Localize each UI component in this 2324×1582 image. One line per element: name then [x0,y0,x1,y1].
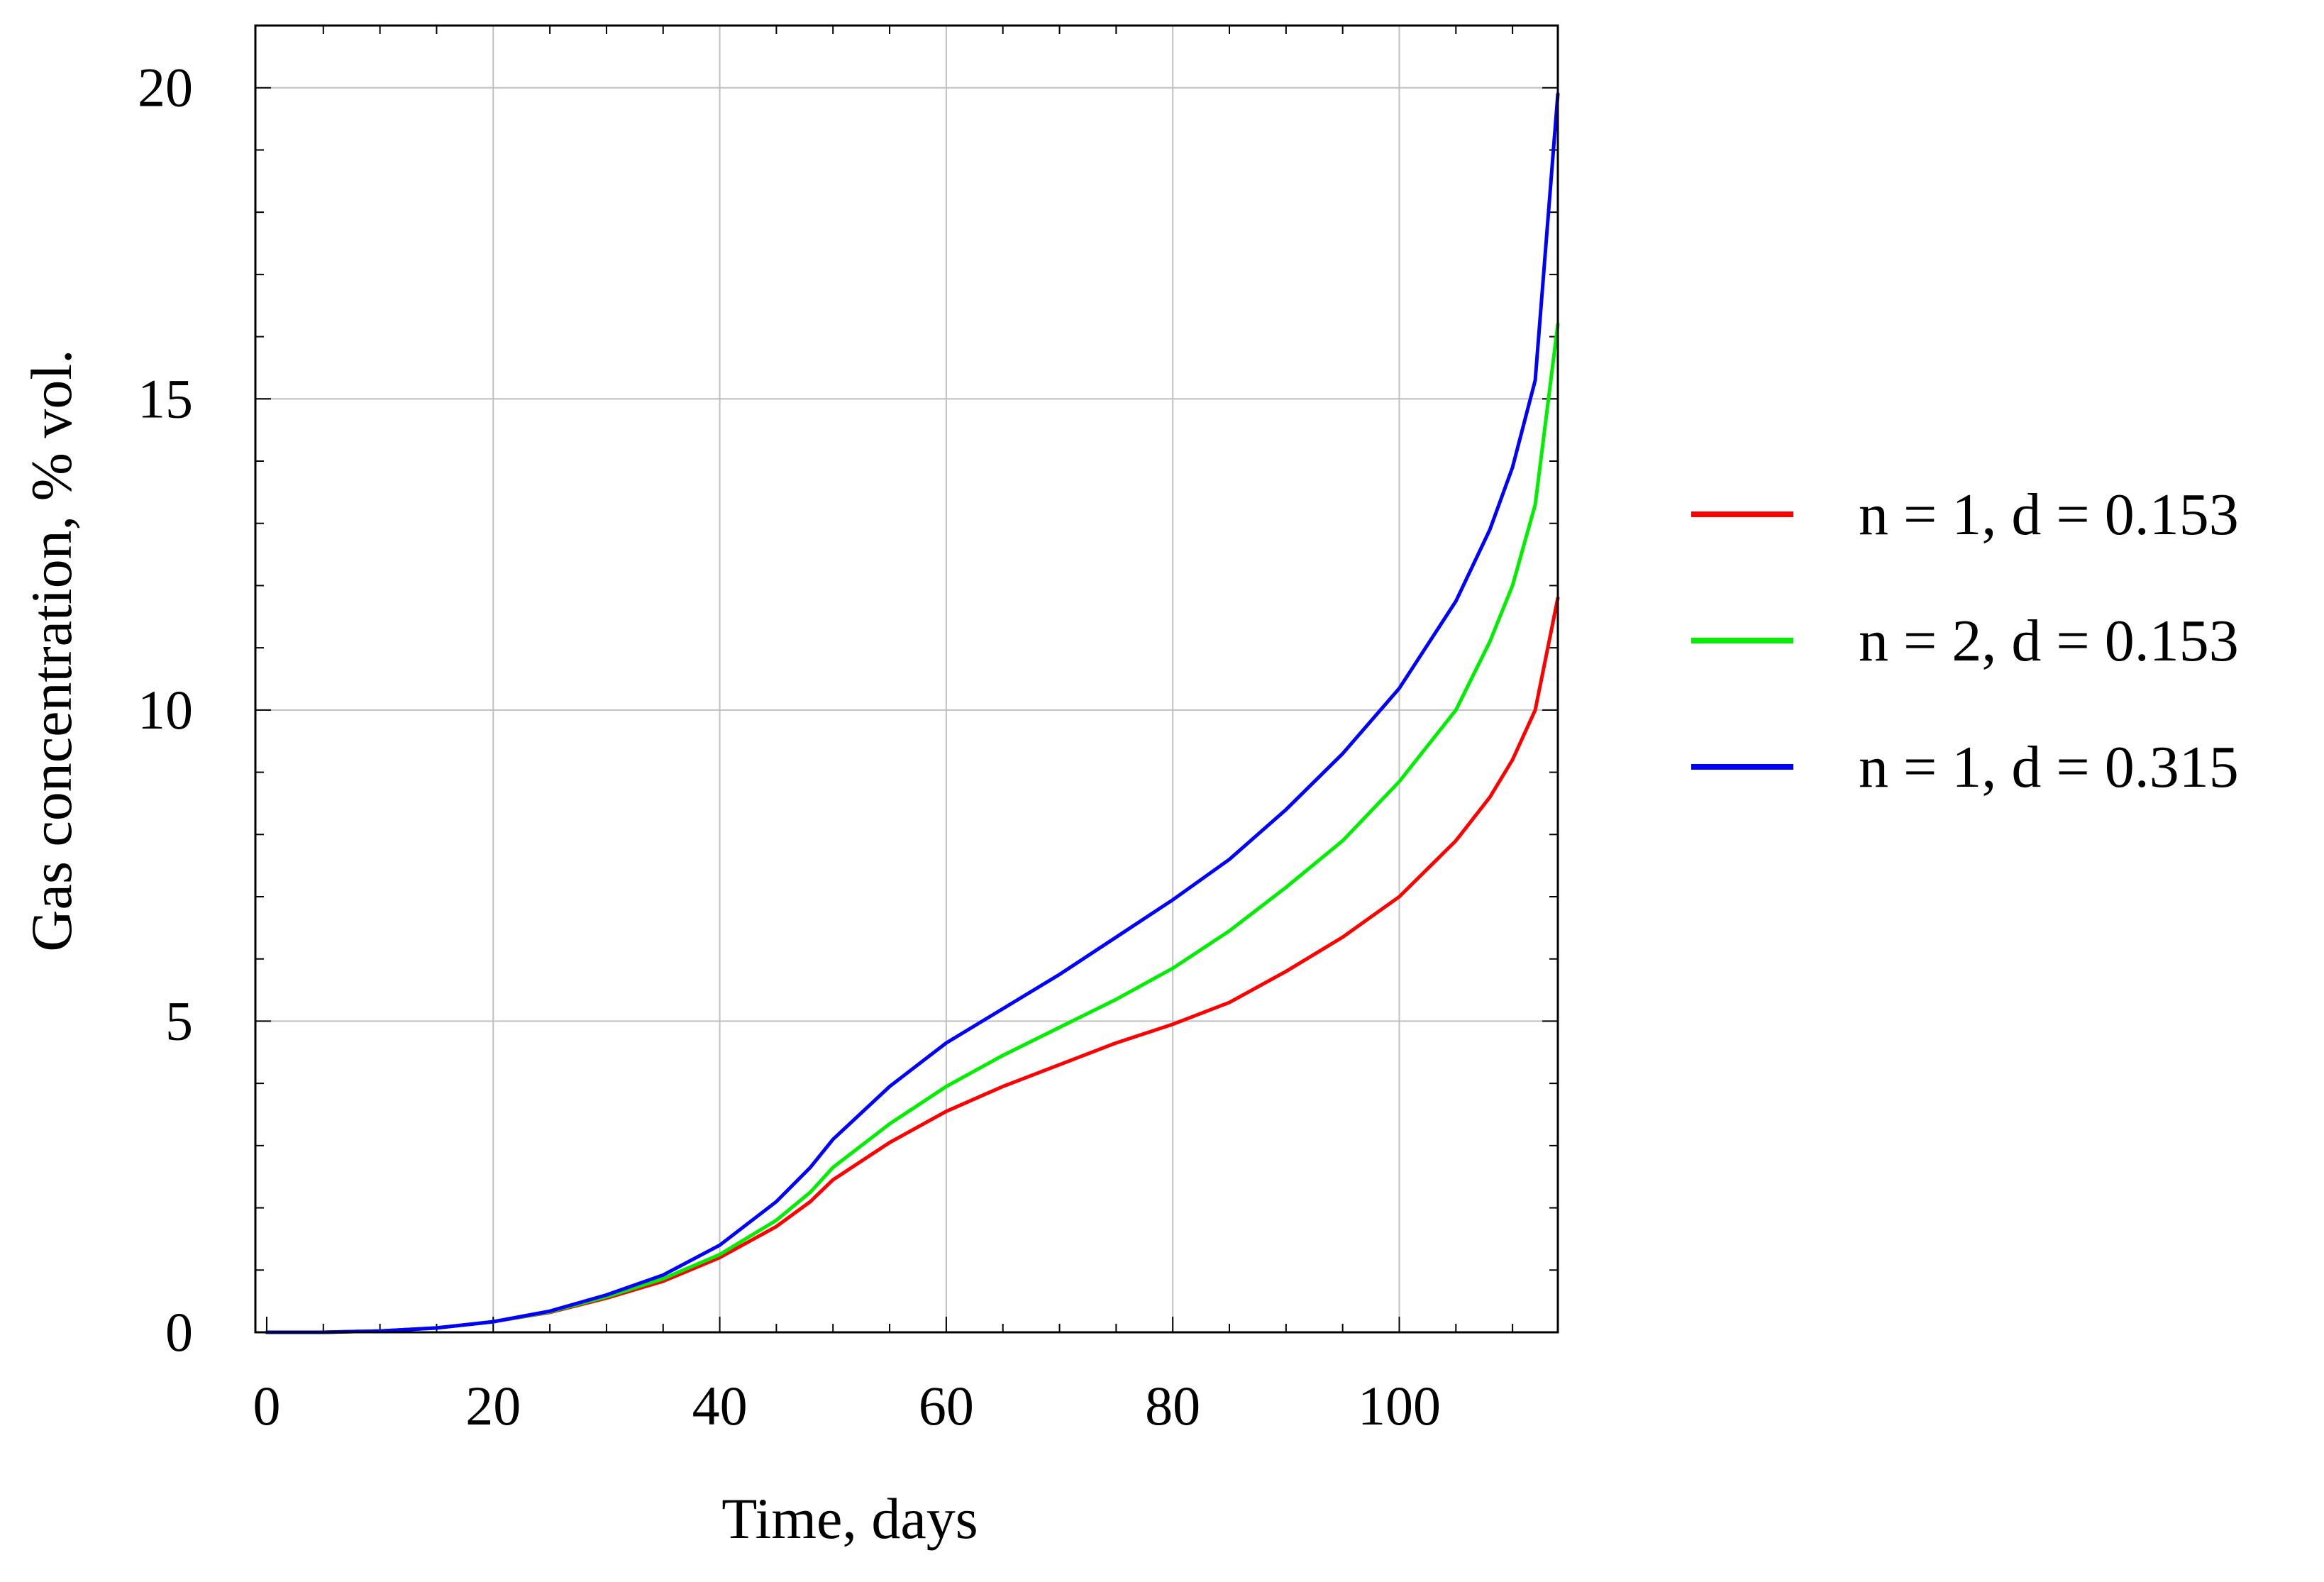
x-tick-label: 80 [1145,1375,1200,1437]
grid-lines [255,26,1558,1332]
y-axis-label: Gas concentration, % vol. [19,349,84,951]
legend-label: n = 2, d = 0.153 [1859,608,2239,674]
legend: n = 1, d = 0.153 n = 2, d = 0.153 n = 1, d… [1691,482,2239,800]
series-line-2 [265,322,1560,1334]
axis-ticks [255,26,1558,1333]
x-tick-labels: 0 20 40 60 80 100 [253,1375,1441,1437]
series-line-3 [265,92,1560,1334]
legend-item: n = 2, d = 0.153 [1691,608,2239,674]
plot-frame [254,24,1559,1334]
x-tick-label: 60 [919,1375,974,1437]
legend-label: n = 1, d = 0.315 [1859,734,2239,800]
legend-label: n = 1, d = 0.153 [1859,482,2239,548]
y-tick-label: 10 [138,679,193,741]
y-tick-label: 15 [138,367,193,429]
y-tick-label: 0 [165,1301,193,1363]
x-tick-label: 40 [692,1375,748,1437]
x-tick-label: 100 [1358,1375,1441,1437]
series-line-1 [265,596,1560,1334]
x-axis-label: Time, days [721,1486,978,1551]
legend-item: n = 1, d = 0.153 [1691,482,2239,548]
legend-item: n = 1, d = 0.315 [1691,734,2239,800]
series-lines [265,92,1560,1334]
y-tick-labels: 0 5 10 15 20 [138,57,193,1363]
x-tick-label: 20 [465,1375,521,1437]
y-tick-label: 20 [138,57,193,118]
x-tick-label: 0 [253,1375,280,1437]
y-tick-label: 5 [165,990,193,1051]
